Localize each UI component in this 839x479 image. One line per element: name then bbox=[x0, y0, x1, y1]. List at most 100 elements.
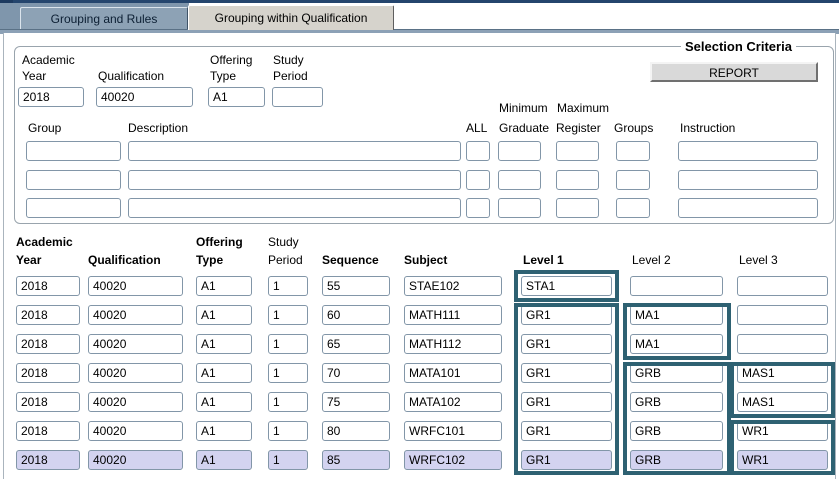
description-field[interactable] bbox=[128, 198, 461, 218]
tab-grouping-and-rules[interactable]: Grouping and Rules bbox=[20, 7, 188, 29]
group-field[interactable] bbox=[26, 198, 121, 218]
level1-field[interactable]: GR1 bbox=[521, 334, 612, 354]
level3-field[interactable] bbox=[737, 305, 828, 325]
tab-grouping-within-qualification[interactable]: Grouping within Qualification bbox=[188, 5, 394, 30]
graduate-field[interactable] bbox=[498, 198, 541, 218]
subject-field[interactable]: MATA102 bbox=[404, 392, 502, 412]
study-period-field[interactable]: 1 bbox=[268, 276, 308, 296]
all-field[interactable] bbox=[466, 198, 490, 218]
col-study-label: Study bbox=[268, 235, 299, 249]
instruction-field[interactable] bbox=[678, 198, 818, 218]
offering-type-field[interactable]: A1 bbox=[196, 334, 252, 354]
study-period-field[interactable]: 1 bbox=[268, 450, 308, 470]
level1-field[interactable]: GR1 bbox=[521, 421, 612, 441]
qualification-field[interactable]: 40020 bbox=[88, 363, 183, 383]
col-offering-label: Offering bbox=[196, 235, 243, 249]
sequence-field[interactable]: 80 bbox=[322, 421, 390, 441]
register-field[interactable] bbox=[556, 170, 599, 190]
subject-field[interactable]: MATA101 bbox=[404, 363, 502, 383]
year-field[interactable]: 2018 bbox=[16, 392, 80, 412]
description-field[interactable] bbox=[128, 170, 461, 190]
all-field[interactable] bbox=[466, 170, 490, 190]
level3-field[interactable] bbox=[737, 276, 828, 296]
qualification-field[interactable]: 40020 bbox=[88, 450, 183, 470]
description-field[interactable] bbox=[128, 141, 461, 161]
level2-field[interactable]: MA1 bbox=[630, 305, 723, 325]
year-field[interactable]: 2018 bbox=[16, 334, 80, 354]
group-label: Group bbox=[28, 121, 62, 135]
register-label: Register bbox=[556, 121, 601, 135]
subject-field[interactable]: MATH112 bbox=[404, 334, 502, 354]
level1-field[interactable]: GR1 bbox=[521, 450, 612, 470]
study-period-field[interactable]: 1 bbox=[268, 392, 308, 412]
register-field[interactable] bbox=[556, 141, 599, 161]
report-button[interactable]: REPORT bbox=[650, 62, 818, 82]
subject-field[interactable]: WRFC101 bbox=[404, 421, 502, 441]
qualification-field[interactable]: 40020 bbox=[88, 421, 183, 441]
year-field[interactable]: 2018 bbox=[16, 421, 80, 441]
instruction-field[interactable] bbox=[678, 141, 818, 161]
qualification-field[interactable]: 40020 bbox=[88, 276, 183, 296]
subject-field[interactable]: MATH111 bbox=[404, 305, 502, 325]
level3-field[interactable]: WR1 bbox=[737, 450, 828, 470]
col-academic-label: Academic bbox=[16, 235, 73, 249]
level2-field[interactable]: MA1 bbox=[630, 334, 723, 354]
group-field[interactable] bbox=[26, 170, 121, 190]
level2-field[interactable] bbox=[630, 276, 723, 296]
year-field[interactable]: 2018 bbox=[16, 450, 80, 470]
groups-field[interactable] bbox=[616, 141, 650, 161]
sequence-field[interactable]: 55 bbox=[322, 276, 390, 296]
level3-field[interactable]: WR1 bbox=[737, 421, 828, 441]
study-period-field[interactable]: 1 bbox=[268, 305, 308, 325]
sequence-field[interactable]: 75 bbox=[322, 392, 390, 412]
level1-field[interactable]: GR1 bbox=[521, 363, 612, 383]
level2-field[interactable]: GRB bbox=[630, 363, 723, 383]
groups-field[interactable] bbox=[616, 198, 650, 218]
groups-label: Groups bbox=[614, 121, 654, 135]
sequence-field[interactable]: 65 bbox=[322, 334, 390, 354]
col-sequence-label: Sequence bbox=[322, 253, 379, 267]
groups-field[interactable] bbox=[616, 170, 650, 190]
level1-field[interactable]: GR1 bbox=[521, 305, 612, 325]
qualification-field[interactable]: 40020 bbox=[88, 392, 183, 412]
level2-field[interactable]: GRB bbox=[630, 450, 723, 470]
offering-type-field[interactable]: A1 bbox=[196, 392, 252, 412]
study-period-field[interactable] bbox=[272, 87, 323, 107]
col-level1-label: Level 1 bbox=[523, 253, 564, 267]
level1-field[interactable]: STA1 bbox=[521, 276, 612, 296]
offering-type-field[interactable]: A1 bbox=[196, 305, 252, 325]
sequence-field[interactable]: 60 bbox=[322, 305, 390, 325]
graduate-field[interactable] bbox=[498, 141, 541, 161]
year-field[interactable]: 2018 bbox=[16, 305, 80, 325]
sequence-field[interactable]: 70 bbox=[322, 363, 390, 383]
instruction-field[interactable] bbox=[678, 170, 818, 190]
offering-type-field[interactable]: A1 bbox=[208, 87, 265, 107]
subject-field[interactable]: STAE102 bbox=[404, 276, 502, 296]
offering-type-field[interactable]: A1 bbox=[196, 276, 252, 296]
year-field[interactable]: 2018 bbox=[16, 363, 80, 383]
level3-field[interactable]: MAS1 bbox=[737, 363, 828, 383]
qualification-label: Qualification bbox=[98, 69, 165, 83]
all-field[interactable] bbox=[466, 141, 490, 161]
level3-field[interactable] bbox=[737, 334, 828, 354]
offering-type-field[interactable]: A1 bbox=[196, 450, 252, 470]
level3-field[interactable]: MAS1 bbox=[737, 392, 828, 412]
year-field[interactable]: 2018 bbox=[16, 276, 80, 296]
study-period-field[interactable]: 1 bbox=[268, 334, 308, 354]
qualification-field[interactable]: 40020 bbox=[96, 87, 193, 107]
register-field[interactable] bbox=[556, 198, 599, 218]
offering-type-field[interactable]: A1 bbox=[196, 363, 252, 383]
qualification-field[interactable]: 40020 bbox=[88, 305, 183, 325]
sequence-field[interactable]: 85 bbox=[322, 450, 390, 470]
group-field[interactable] bbox=[26, 141, 121, 161]
level1-field[interactable]: GR1 bbox=[521, 392, 612, 412]
academic-year-field[interactable]: 2018 bbox=[18, 87, 84, 107]
level2-field[interactable]: GRB bbox=[630, 392, 723, 412]
qualification-field[interactable]: 40020 bbox=[88, 334, 183, 354]
subject-field[interactable]: WRFC102 bbox=[404, 450, 502, 470]
study-period-field[interactable]: 1 bbox=[268, 363, 308, 383]
graduate-field[interactable] bbox=[498, 170, 541, 190]
offering-type-field[interactable]: A1 bbox=[196, 421, 252, 441]
study-period-field[interactable]: 1 bbox=[268, 421, 308, 441]
level2-field[interactable]: GRB bbox=[630, 421, 723, 441]
